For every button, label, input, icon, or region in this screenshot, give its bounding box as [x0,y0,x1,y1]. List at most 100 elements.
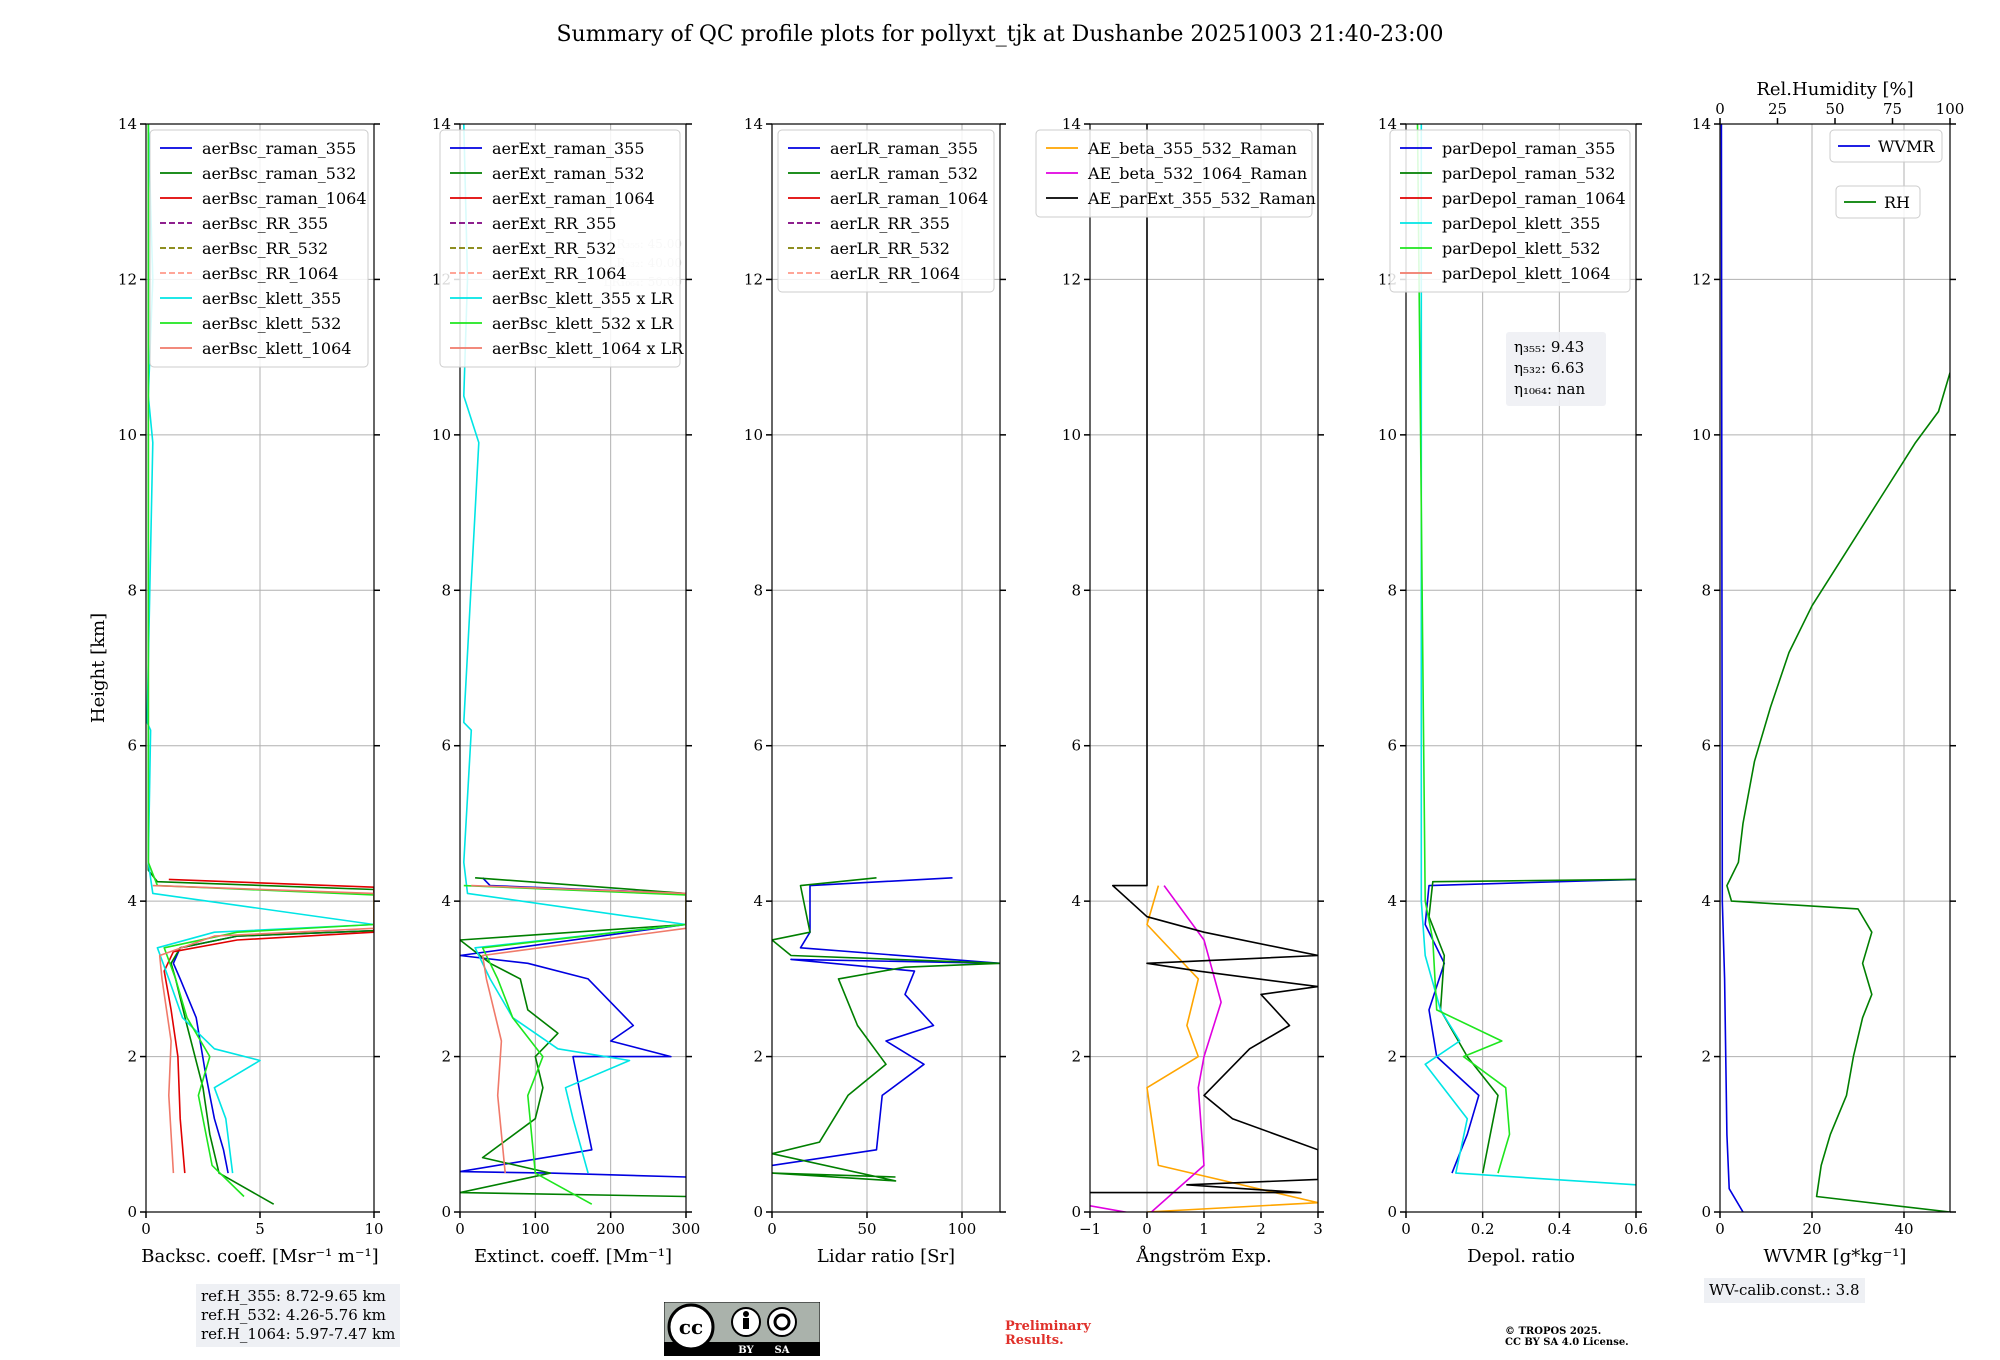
y-tick-label: 6 [1701,737,1711,755]
x-tick-label: 200 [596,1220,625,1238]
x-tick-label: 0.6 [1624,1220,1648,1238]
x-tick-label: 300 [672,1220,701,1238]
y-tick-label: 8 [127,581,137,599]
y-tick-label: 8 [753,581,763,599]
series-group [1720,124,1950,1212]
x-tick-label: 1 [1199,1220,1209,1238]
x-tick-label: 5 [255,1220,265,1238]
axes-frame [771,123,1001,1213]
series-line-aerBsc_raman_1064 [163,878,374,1174]
x2-axis-label: Rel.Humidity [%] [1756,79,1913,100]
series-line-parDepol_raman_355 [1424,878,1636,1174]
legend-label: parDepol_klett_532 [1442,239,1600,258]
y-tick-label: 2 [127,1048,137,1066]
series-line-AE_beta_355_532_Raman [1146,885,1318,1212]
x-tick-label: 0 [1715,1220,1725,1238]
y-tick-label: 4 [1071,892,1081,910]
copyright-line-1: © TROPOS 2025. [1505,1326,1602,1337]
y-tick-label: 14 [1062,115,1081,133]
legend-label: aerBsc_raman_532 [202,164,356,183]
cc-license-badge: cc BY SA [664,1302,820,1356]
y-tick-label: 0 [1071,1203,1081,1221]
x-tick-label: 0 [767,1220,777,1238]
legend-label: aerExt_RR_355 [492,214,616,233]
x2-tick-label: 25 [1768,100,1787,118]
legend-label: aerLR_RR_355 [830,214,950,233]
y-tick-label: 2 [1071,1048,1081,1066]
legend: aerLR_raman_355 aerLR_raman_532 aerLR_rama… [777,129,995,293]
series-group [1090,124,1318,1212]
y-tick-label: 14 [118,115,137,133]
panel-2: 024681012140100200300Extinct. coeff. [Mm… [432,115,700,1267]
y-tick-label: 0 [753,1203,763,1221]
x-axis-label: Extinct. coeff. [Mm⁻¹] [474,1246,672,1267]
x-axis-label: Depol. ratio [1467,1246,1575,1267]
y-tick-label: 2 [1387,1048,1397,1066]
x-tick-label: 20 [1802,1220,1821,1238]
copyright-line-2: CC BY SA 4.0 License. [1505,1337,1629,1348]
preliminary-line-2: Results. [1005,1333,1064,1348]
series-line-aerBsc_raman_355 [172,929,374,1174]
legend-label: parDepol_klett_355 [1442,214,1600,233]
y-tick-label: 8 [1387,581,1397,599]
panel-1: 0 2 4 6 8 10 12 14 0 5 10 Backsc. coeff. [Msr⁻¹ m⁻¹… [88,115,384,1267]
legend-box [1389,129,1631,293]
y-tick-label: 6 [441,737,451,755]
y-tick-label: 0 [441,1203,451,1221]
series-line-RH [1726,372,1950,1212]
x2-tick-label: 100 [1936,100,1965,118]
series-line-WVMR [1720,124,1744,1212]
legend-label: aerBsc_raman_355 [202,139,356,158]
x-axis-label: WVMR [g*kg⁻¹] [1764,1246,1907,1267]
legend-label: aerLR_raman_1064 [830,189,988,208]
axes-frame [1405,123,1637,1213]
legend-label: aerBsc_klett_355 x LR [492,289,674,308]
y-tick-label: 4 [1701,892,1711,910]
y-tick-label: 10 [1692,426,1711,444]
y-tick-label: 14 [432,115,451,133]
series-line-aerBsc_klett_355 x LR [463,124,686,1174]
ref-height-355: ref.H_355: 8.72-9.65 km [201,1287,386,1305]
x2-tick-label: 50 [1825,100,1844,118]
preliminary-line-1: Preliminary [1005,1319,1091,1334]
y-tick-label: 14 [744,115,763,133]
y-tick-label: 2 [753,1048,763,1066]
y-tick-label: 0 [1387,1203,1397,1221]
series-line-parDepol_klett_355 [1420,124,1636,1186]
x-tick-label: 3 [1313,1220,1323,1238]
cc-icon [667,1303,715,1351]
legend-label: AE_beta_532_1064_Raman [1087,164,1307,183]
y-tick-label: 10 [1378,426,1397,444]
figure-title: Summary of QC profile plots for pollyxt_… [556,22,1444,47]
y-tick-label: 10 [744,426,763,444]
x-tick-label: 0 [1142,1220,1152,1238]
x-tick-label: 0 [141,1220,151,1238]
cc-icon-text: cc [679,1315,703,1339]
x-tick-label: 40 [1894,1220,1913,1238]
x-tick-label: 50 [857,1220,876,1238]
ref-height-1064: ref.H_1064: 5.97-7.47 km [201,1325,396,1343]
y-tick-label: 4 [1387,892,1397,910]
legend: aerExt_raman_355 aerExt_raman_532 aerExt_r… [439,129,684,368]
legend-label: aerBsc_klett_1064 x LR [492,339,684,358]
legend-label: parDepol_raman_1064 [1442,189,1626,208]
legend-label: aerBsc_klett_532 x LR [492,314,674,333]
y-tick-label: 12 [118,270,137,288]
legend-box [439,129,681,368]
legend-label: aerExt_RR_532 [492,239,616,258]
series-line-aerLR_raman_532 [772,877,1000,1182]
y-tick-label: 6 [1387,737,1397,755]
x-tick-label: 100 [948,1220,977,1238]
y-tick-label: 6 [127,737,137,755]
ref-heights-box: ref.H_355: 8.72-9.65 km ref.H_532: 4.26-… [196,1284,401,1347]
y-tick-label: 12 [1692,270,1711,288]
legend-box [1835,185,1921,219]
series-line-aerLR_raman_355 [772,877,1000,1167]
y-tick-label: 10 [118,426,137,444]
legend-box [1829,129,1943,163]
